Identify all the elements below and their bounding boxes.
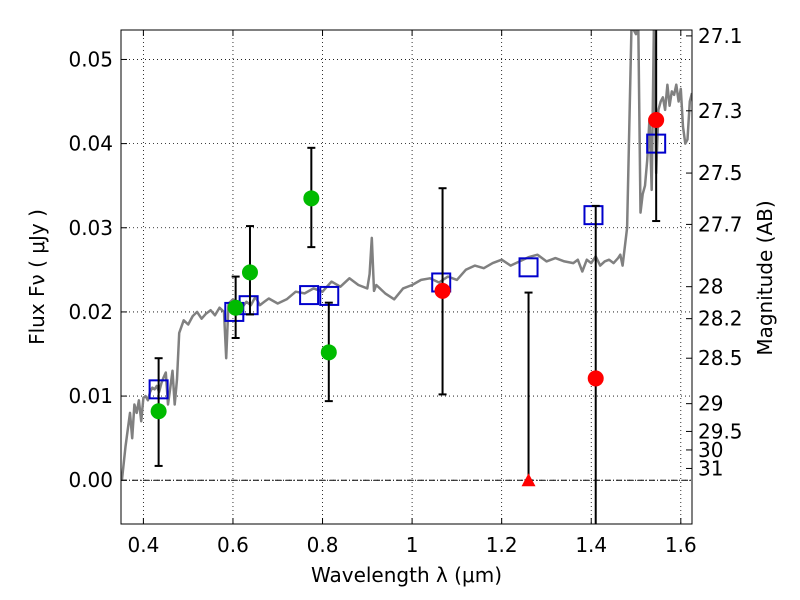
- right-tick-label: 27.1: [698, 24, 743, 48]
- x-tick-label: 0.8: [307, 533, 339, 557]
- data-point: [587, 370, 604, 387]
- y-tick-label: 0.00: [68, 468, 113, 492]
- x-tick-label: 1: [406, 533, 419, 557]
- right-tick-label: 27.5: [698, 161, 743, 185]
- x-tick-label: 1.4: [575, 533, 607, 557]
- data-marks: [121, 30, 692, 524]
- y-tick-label: 0.04: [68, 132, 113, 156]
- y-tick-label: 0.02: [68, 300, 113, 324]
- data-point: [648, 112, 665, 129]
- data-point: [241, 264, 258, 281]
- x-tick-label: 1.6: [665, 533, 697, 557]
- x-tick-label: 1.2: [486, 533, 518, 557]
- x-axis-title: Wavelength λ (μm): [311, 563, 502, 587]
- right-tick-label: 29.5: [698, 419, 743, 443]
- upper-limit-marker: [521, 473, 536, 487]
- right-axis-title: Magnitude (AB): [753, 200, 777, 355]
- right-tick-label: 28.5: [698, 346, 743, 370]
- right-tick-label: 27.7: [698, 212, 743, 236]
- data-point: [150, 403, 167, 420]
- right-tick-label: 28: [698, 275, 723, 299]
- model-square: [299, 285, 320, 306]
- grid: [121, 30, 692, 524]
- y-tick-label: 0.01: [68, 384, 113, 408]
- y-axis: 0.00 0.01 0.02 0.03 0.04 0.05: [68, 47, 127, 492]
- plot-area: [121, 30, 692, 524]
- x-tick-label: 0.6: [217, 533, 249, 557]
- x-tick-label: 0.4: [127, 533, 159, 557]
- model-square: [518, 257, 539, 278]
- x-axis: 0.4 0.6 0.8 1 1.2 1.4 1.6: [127, 30, 697, 557]
- right-tick-label: 31: [698, 456, 723, 480]
- axes-frame: [120, 29, 693, 525]
- right-tick-label: 29: [698, 392, 723, 416]
- data-point: [434, 282, 451, 299]
- sed-line: [121, 30, 692, 481]
- model-square: [583, 205, 604, 226]
- data-point: [320, 344, 337, 361]
- data-point: [303, 190, 320, 207]
- y-tick-label: 0.03: [68, 216, 113, 240]
- y-axis-title: Flux Fν ( μJy ): [25, 209, 49, 345]
- data-point: [227, 299, 244, 316]
- y-tick-label: 0.05: [68, 47, 113, 71]
- right-tick-label: 27.3: [698, 99, 743, 123]
- right-tick-label: 28.2: [698, 307, 743, 331]
- right-tick-label: 30: [698, 438, 723, 462]
